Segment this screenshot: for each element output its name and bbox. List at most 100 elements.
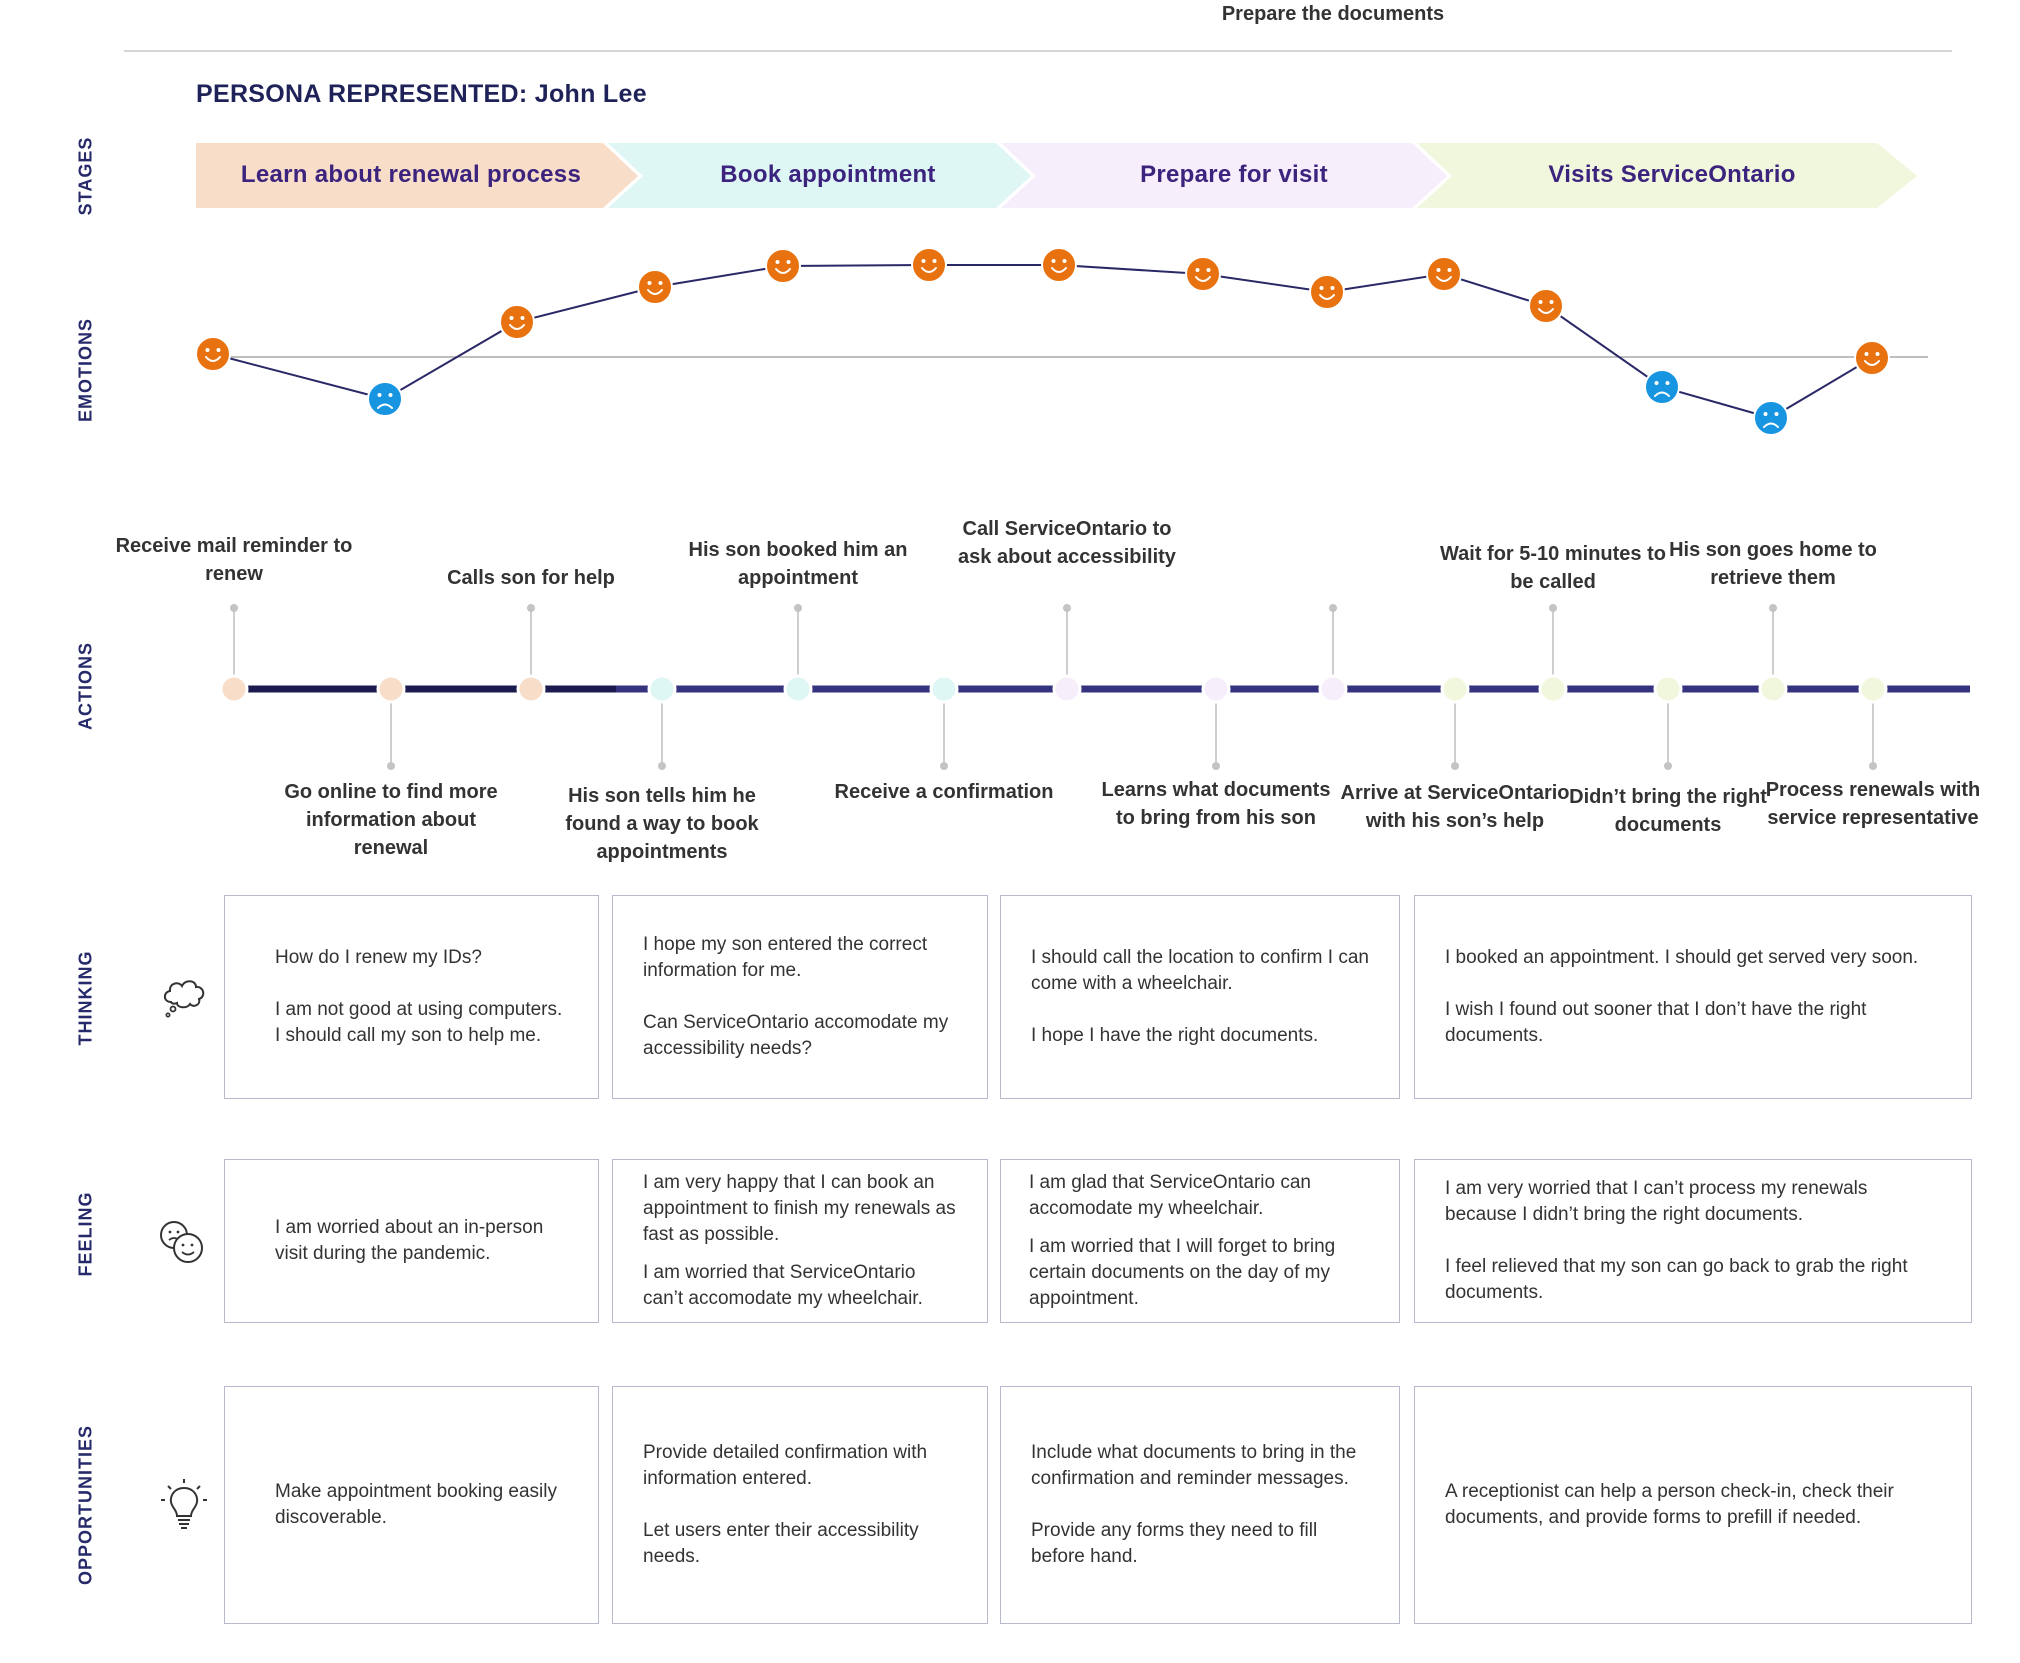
stage-arrow-3 <box>1001 143 1447 208</box>
action-node <box>1758 674 1788 704</box>
sad-face-icon <box>1753 400 1789 436</box>
feeling-text: I am worried that I will forget to bring… <box>1029 1236 1336 1309</box>
action-label: His son tells him he found a way to book… <box>565 785 759 863</box>
opportunities-card-2: Provide detailed confirmation with infor… <box>612 1386 988 1624</box>
thinking-card-2: I hope my son entered the correct inform… <box>612 895 988 1099</box>
action-node <box>783 674 813 704</box>
action-label: Process renewals with service representa… <box>1765 779 1981 829</box>
opportunity-text: Include what documents to bring in the c… <box>1031 1442 1357 1489</box>
thinking-text: I wish I found out sooner that I don’t h… <box>1445 999 1867 1046</box>
opportunities-card-3: Include what documents to bring in the c… <box>1000 1386 1400 1624</box>
thinking-text: I hope I have the right documents. <box>1031 1025 1319 1046</box>
action-node <box>647 674 677 704</box>
action-node <box>1538 674 1568 704</box>
row-label-feeling: FEELING <box>75 1191 96 1277</box>
emotion-line <box>212 264 1873 420</box>
stage-label-3: Prepare for visit <box>1140 161 1328 188</box>
action-label: Arrive at ServiceOntario with his son’s … <box>1340 782 1570 832</box>
action-label: Wait for 5-10 minutes to be called <box>1440 543 1666 593</box>
connector-dot <box>1869 762 1877 770</box>
happy-face-icon <box>1528 288 1564 324</box>
feeling-text: I feel relieved that my son can go back … <box>1445 1256 1908 1303</box>
action-node <box>1318 674 1348 704</box>
stage-label-1: Learn about renewal process <box>240 161 582 188</box>
connector-dot <box>1329 604 1337 612</box>
action-label: Learns what documents to bring from his … <box>1101 779 1331 829</box>
happy-face-icon <box>1041 247 1077 283</box>
connector-dot <box>1063 604 1071 612</box>
connector-dot <box>230 604 238 612</box>
opportunity-text: Provide detailed confirmation with infor… <box>643 1442 928 1489</box>
action-node <box>376 674 406 704</box>
connector-dot <box>658 762 666 770</box>
stage-label-2: Book appointment <box>720 161 936 188</box>
connector-dot <box>1769 604 1777 612</box>
feeling-text: I am worried that ServiceOntario can’t a… <box>643 1262 923 1309</box>
thinking-text: How do I renew my IDs? <box>275 947 482 968</box>
connector-dot <box>527 604 535 612</box>
lightbulb-icon <box>161 1479 207 1529</box>
connector-dot <box>1549 604 1557 612</box>
connector-dot <box>1451 762 1459 770</box>
opportunities-card-4: A receptionist can help a person check-i… <box>1414 1386 1972 1624</box>
stage-arrow-2 <box>608 143 1031 208</box>
action-node <box>1440 674 1470 704</box>
action-node <box>929 674 959 704</box>
action-node <box>219 674 249 704</box>
connector-dot <box>387 762 395 770</box>
action-label: Prepare the documents <box>1221 3 1445 25</box>
action-label: His son goes home to retrieve them <box>1669 539 1877 589</box>
feeling-card-2: I am very happy that I can book an appoi… <box>612 1159 988 1323</box>
thinking-text: I hope my son entered the correct inform… <box>643 934 928 981</box>
action-node <box>1052 674 1082 704</box>
action-label: Didn’t bring the right documents <box>1569 786 1767 836</box>
sad-face-icon <box>1644 369 1680 405</box>
happy-face-icon <box>1309 274 1345 310</box>
feeling-text: I am very happy that I can book an appoi… <box>643 1172 956 1245</box>
persona-title: PERSONA REPRESENTED: John Lee <box>196 80 647 108</box>
stage-arrow-1 <box>196 143 638 208</box>
feeling-card-1: I am worried about an in-person visit du… <box>224 1159 599 1323</box>
opportunity-text: A receptionist can help a person check-i… <box>1445 1481 1894 1528</box>
thinking-card-3: I should call the location to confirm I … <box>1000 895 1400 1099</box>
opportunity-text: Let users enter their accessibility need… <box>643 1520 919 1567</box>
opportunity-text: Make appointment booking easily discover… <box>275 1481 558 1528</box>
action-node <box>1653 674 1683 704</box>
happy-face-icon <box>1426 256 1462 292</box>
action-node <box>1201 674 1231 704</box>
actions-timeline <box>219 604 1970 770</box>
happy-face-icon <box>1185 256 1221 292</box>
thinking-card-4: I booked an appointment. I should get se… <box>1414 895 1972 1099</box>
connector-dot <box>1212 762 1220 770</box>
thinking-card-1: How do I renew my IDs? I am not good at … <box>224 895 599 1099</box>
happy-face-icon <box>911 247 947 283</box>
action-label: Calls son for help <box>447 567 615 589</box>
thinking-text: Can ServiceOntario accomodate my accessi… <box>643 1012 949 1059</box>
opportunity-text: Provide any forms they need to fill befo… <box>1031 1520 1318 1567</box>
thought-cloud-icon <box>163 980 205 1018</box>
stage-label-4: Visits ServiceOntario <box>1548 161 1796 188</box>
action-label: His son booked him an appointment <box>688 539 908 589</box>
thinking-text: I am not good at using computers. I shou… <box>275 999 563 1046</box>
feeling-card-4: I am very worried that I can’t process m… <box>1414 1159 1972 1323</box>
top-divider <box>124 50 1952 52</box>
happy-face-icon <box>637 269 673 305</box>
faces-icon <box>160 1221 203 1263</box>
row-label-thinking: THINKING <box>75 950 96 1046</box>
opportunities-card-1: Make appointment booking easily discover… <box>224 1386 599 1624</box>
action-label: Receive a confirmation <box>834 781 1054 803</box>
happy-face-icon <box>765 248 801 284</box>
thinking-text: I should call the location to confirm I … <box>1031 947 1369 994</box>
stages-arrows <box>196 143 1917 208</box>
action-node <box>1858 674 1888 704</box>
happy-face-icon <box>1854 340 1890 376</box>
connector-dot <box>794 604 802 612</box>
feeling-card-3: I am glad that ServiceOntario can accomo… <box>1000 1159 1400 1323</box>
action-label: Go online to find more information about… <box>284 781 498 859</box>
happy-face-icon <box>195 336 231 372</box>
happy-face-icon <box>499 304 535 340</box>
feeling-text: I am glad that ServiceOntario can accomo… <box>1029 1172 1311 1219</box>
row-label-opportunities: OPPORTUNITIES <box>75 1424 96 1586</box>
action-label: Receive mail reminder to renew <box>115 535 353 585</box>
emotions-curve <box>195 247 1928 436</box>
